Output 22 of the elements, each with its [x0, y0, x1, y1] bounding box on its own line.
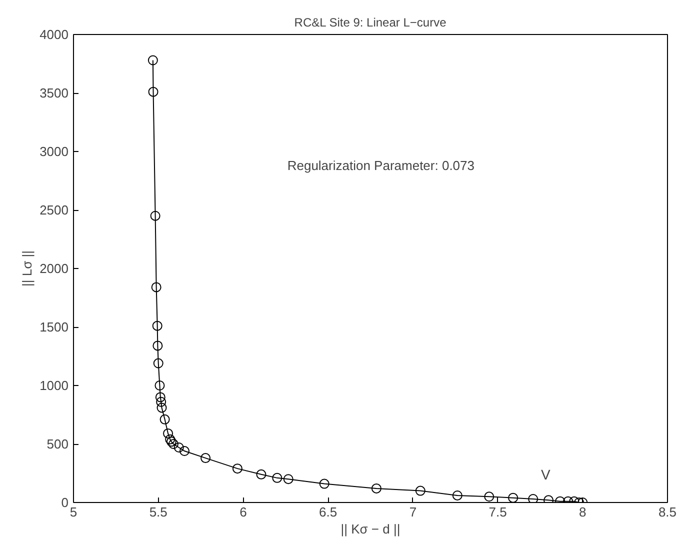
y-tick-label: 3500 [40, 86, 68, 100]
x-tick-label: 6.5 [319, 504, 338, 520]
x-tick-label: 5 [70, 504, 78, 520]
x-tick-label: 6 [240, 504, 247, 520]
y-tick-label: 2500 [40, 202, 68, 218]
y-tick-label: 3000 [40, 144, 68, 159]
y-tick-label: 0 [61, 495, 69, 510]
x-tick-label: 5.5 [149, 504, 168, 520]
x-tick-label: 8.5 [658, 504, 677, 520]
chart-title: RC&L Site 9: Linear L−curve [294, 16, 447, 30]
y-tick-label: 4000 [40, 27, 68, 42]
x-axis-title: || Kσ − d || [340, 522, 400, 536]
x-tick-label: 7.5 [488, 504, 507, 520]
y-axis-title: || Lσ || [20, 250, 35, 286]
annotation: V [541, 466, 552, 482]
y-tick-label: 1500 [40, 320, 68, 334]
x-tick-label: 7 [409, 504, 417, 520]
y-tick-label: 500 [46, 436, 69, 452]
annotation: Regularization Parameter: 0.073 [287, 158, 475, 174]
y-tick-label: 1000 [40, 378, 68, 393]
x-tick-label: 8 [579, 504, 586, 520]
y-tick-label: 2000 [40, 261, 68, 276]
